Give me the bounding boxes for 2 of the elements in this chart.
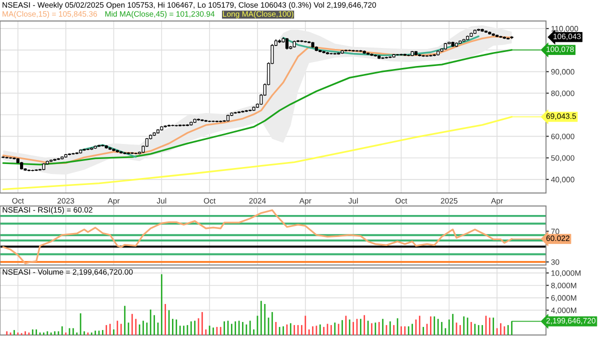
line-series [282, 35, 480, 56]
candlestick [285, 38, 288, 50]
